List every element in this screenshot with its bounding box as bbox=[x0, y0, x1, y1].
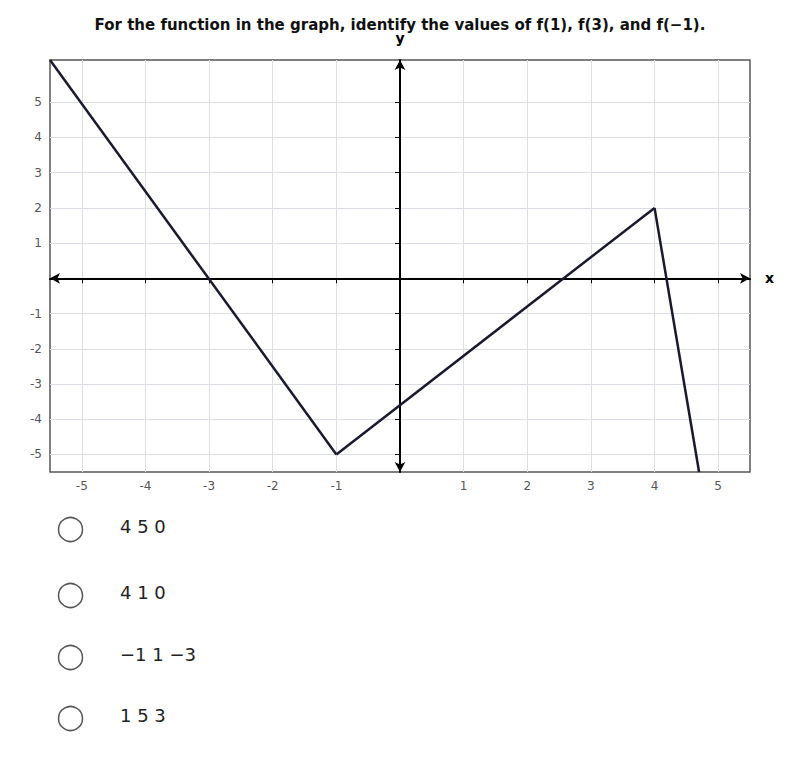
svg-text:3: 3 bbox=[34, 166, 42, 180]
svg-text:-5: -5 bbox=[30, 447, 42, 461]
svg-text:1: 1 bbox=[34, 236, 42, 250]
svg-text:-4: -4 bbox=[139, 479, 151, 493]
svg-text:-1: -1 bbox=[330, 479, 342, 493]
svg-text:y: y bbox=[395, 30, 405, 46]
svg-text:-4: -4 bbox=[30, 412, 42, 426]
svg-text:4 1 0: 4 1 0 bbox=[120, 582, 166, 603]
svg-text:For the function in the graph,: For the function in the graph, identify … bbox=[95, 16, 706, 34]
svg-text:5: 5 bbox=[714, 479, 722, 493]
svg-text:-2: -2 bbox=[267, 479, 279, 493]
svg-text:1: 1 bbox=[460, 479, 468, 493]
svg-text:1 5 3: 1 5 3 bbox=[120, 705, 166, 726]
svg-text:4: 4 bbox=[651, 479, 659, 493]
svg-text:-5: -5 bbox=[76, 479, 88, 493]
svg-text:−1 1 −3: −1 1 −3 bbox=[120, 644, 196, 665]
svg-text:2: 2 bbox=[523, 479, 531, 493]
svg-text:4: 4 bbox=[34, 130, 42, 144]
svg-text:4 5 0: 4 5 0 bbox=[120, 516, 166, 537]
svg-text:x: x bbox=[765, 270, 774, 286]
svg-text:-2: -2 bbox=[30, 342, 42, 356]
svg-text:3: 3 bbox=[587, 479, 595, 493]
svg-text:5: 5 bbox=[34, 95, 42, 109]
svg-text:-1: -1 bbox=[30, 307, 42, 321]
svg-text:-3: -3 bbox=[203, 479, 215, 493]
svg-text:-3: -3 bbox=[30, 377, 42, 391]
svg-text:2: 2 bbox=[34, 201, 42, 215]
